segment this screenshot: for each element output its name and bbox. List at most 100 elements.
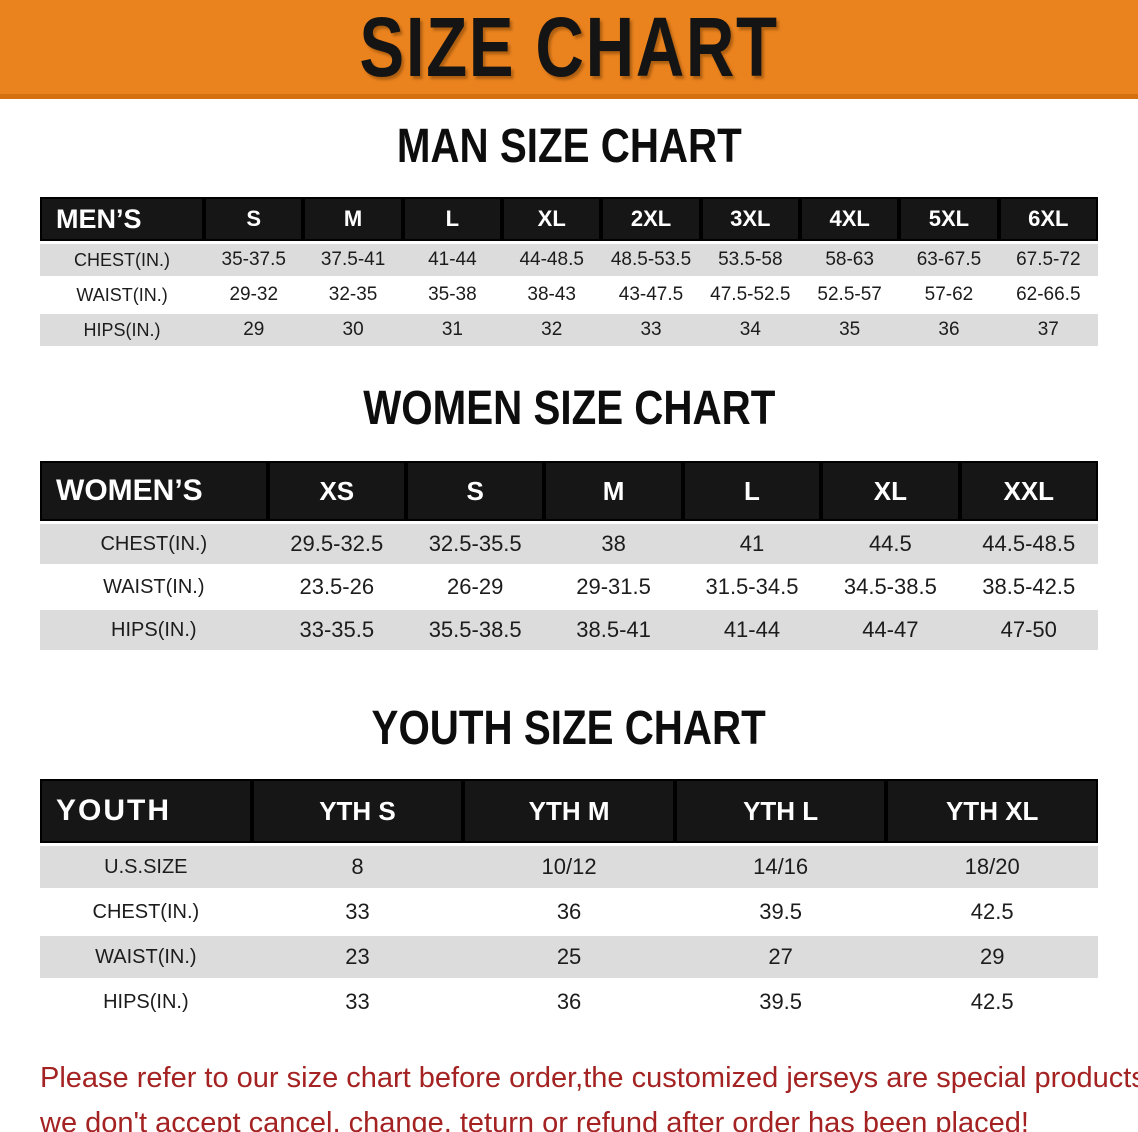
size-value: 29.5-32.5: [267, 521, 406, 567]
size-value: 48.5-53.5: [601, 241, 701, 279]
size-value: 52.5-57: [799, 279, 900, 314]
size-value: 44-48.5: [502, 241, 602, 279]
size-value: 23.5-26: [267, 567, 406, 610]
disclaimer-line-2: we don't accept cancel, change, teturn o…: [40, 1106, 1029, 1132]
size-value: 41-44: [682, 610, 822, 653]
size-value: 44.5: [821, 521, 960, 567]
size-value: 32-35: [303, 279, 403, 314]
size-value: 30: [303, 314, 403, 349]
size-value: 36: [463, 891, 675, 936]
size-value: 31: [402, 314, 503, 349]
man-size-chart-heading: MAN SIZE CHART: [396, 120, 742, 173]
size-value: 36: [899, 314, 999, 349]
size-value: 18/20: [886, 843, 1098, 891]
column-header: L: [402, 197, 503, 241]
youth-size-table: YOUTH YTH S YTH M YTH L YTH XL U.S.SIZE 8 10/12…: [40, 779, 1098, 1026]
size-value: 33: [601, 314, 701, 349]
size-value: 33: [251, 891, 464, 936]
table-header-row: YOUTH YTH S YTH M YTH L YTH XL: [40, 779, 1098, 843]
size-value: 38-43: [502, 279, 602, 314]
column-header: YTH L: [674, 779, 887, 843]
column-header: 4XL: [799, 197, 900, 241]
column-header: M: [303, 197, 403, 241]
size-value: 23: [251, 936, 464, 981]
table-row: WAIST(IN.) 23.5-26 26-29 29-31.5 31.5-34.5 34…: [40, 567, 1098, 610]
row-label: CHEST(IN.): [40, 241, 205, 279]
size-value: 41-44: [402, 241, 503, 279]
table-row: CHEST(IN.) 33 36 39.5 42.5: [40, 891, 1098, 936]
table-row: WAIST(IN.) 23 25 27 29: [40, 936, 1098, 981]
column-header: XL: [821, 461, 960, 521]
row-label: HIPS(IN.): [40, 981, 252, 1026]
column-header: S: [204, 197, 304, 241]
size-value: 62-66.5: [998, 279, 1098, 314]
size-value: 39.5: [674, 891, 887, 936]
row-label: WAIST(IN.): [40, 936, 252, 981]
women-size-table: WOMEN’S XS S M L XL XXL CHEST(IN.) 29.5-32.5 32.5…: [40, 461, 1098, 653]
group-label: WOMEN’S: [40, 461, 268, 521]
youth-size-chart-section: YOUTH SIZE CHART YOUTH YTH S YTH M YTH L YTH…: [0, 705, 1138, 1026]
table-row: HIPS(IN.) 33-35.5 35.5-38.5 38.5-41 41-44 44-…: [40, 610, 1098, 653]
size-value: 44-47: [821, 610, 960, 653]
column-header: 2XL: [601, 197, 701, 241]
column-header: YTH M: [463, 779, 675, 843]
size-value: 35-38: [402, 279, 503, 314]
row-label: WAIST(IN.): [40, 567, 268, 610]
size-value: 38: [544, 521, 683, 567]
column-header: S: [405, 461, 545, 521]
size-value: 27: [674, 936, 887, 981]
size-value: 33-35.5: [267, 610, 406, 653]
row-label: U.S.SIZE: [40, 843, 252, 891]
size-value: 31.5-34.5: [682, 567, 822, 610]
table-row: HIPS(IN.) 33 36 39.5 42.5: [40, 981, 1098, 1026]
size-value: 44.5-48.5: [959, 521, 1098, 567]
row-label: WAIST(IN.): [40, 279, 205, 314]
size-value: 43-47.5: [601, 279, 701, 314]
table-row: CHEST(IN.) 29.5-32.5 32.5-35.5 38 41 44.5 44.5…: [40, 521, 1098, 567]
size-value: 38.5-41: [544, 610, 683, 653]
table-row: U.S.SIZE 8 10/12 14/16 18/20: [40, 843, 1098, 891]
size-value: 32.5-35.5: [405, 521, 545, 567]
size-value: 41: [682, 521, 822, 567]
youth-size-chart-heading: YOUTH SIZE CHART: [371, 702, 767, 755]
size-value: 8: [251, 843, 464, 891]
column-header: XL: [502, 197, 602, 241]
size-value: 29: [886, 936, 1098, 981]
size-value: 58-63: [799, 241, 900, 279]
size-value: 10/12: [463, 843, 675, 891]
size-value: 25: [463, 936, 675, 981]
size-value: 29-32: [204, 279, 304, 314]
size-value: 35: [799, 314, 900, 349]
group-label: YOUTH: [40, 779, 252, 843]
banner-title: SIZE CHART: [359, 0, 779, 94]
women-size-chart-heading: WOMEN SIZE CHART: [362, 382, 776, 435]
table-row: WAIST(IN.) 29-32 32-35 35-38 38-43 43-47.5 47.…: [40, 279, 1098, 314]
size-value: 35-37.5: [204, 241, 304, 279]
column-header: XXL: [959, 461, 1098, 521]
size-value: 57-62: [899, 279, 999, 314]
size-value: 33: [251, 981, 464, 1026]
size-value: 63-67.5: [899, 241, 999, 279]
row-label: HIPS(IN.): [40, 314, 205, 349]
size-value: 37.5-41: [303, 241, 403, 279]
size-value: 36: [463, 981, 675, 1026]
women-size-chart-section: WOMEN SIZE CHART WOMEN’S XS S M L XL XXL CHEST(…: [0, 385, 1138, 653]
size-value: 67.5-72: [998, 241, 1098, 279]
size-value: 32: [502, 314, 602, 349]
row-label: CHEST(IN.): [40, 891, 252, 936]
size-value: 53.5-58: [700, 241, 800, 279]
size-value: 47-50: [959, 610, 1098, 653]
row-label: CHEST(IN.): [40, 521, 268, 567]
size-value: 39.5: [674, 981, 887, 1026]
size-value: 34.5-38.5: [821, 567, 960, 610]
column-header: XS: [267, 461, 406, 521]
size-value: 29-31.5: [544, 567, 683, 610]
man-size-table: MEN’S S M L XL 2XL 3XL 4XL 5XL 6XL CHEST(IN.) 35-37…: [40, 197, 1098, 349]
column-header: 3XL: [700, 197, 800, 241]
disclaimer: Please refer to our size chart before or…: [40, 1056, 1138, 1132]
size-value: 34: [700, 314, 800, 349]
row-label: HIPS(IN.): [40, 610, 268, 653]
size-value: 42.5: [886, 981, 1098, 1026]
group-label: MEN’S: [40, 197, 205, 241]
